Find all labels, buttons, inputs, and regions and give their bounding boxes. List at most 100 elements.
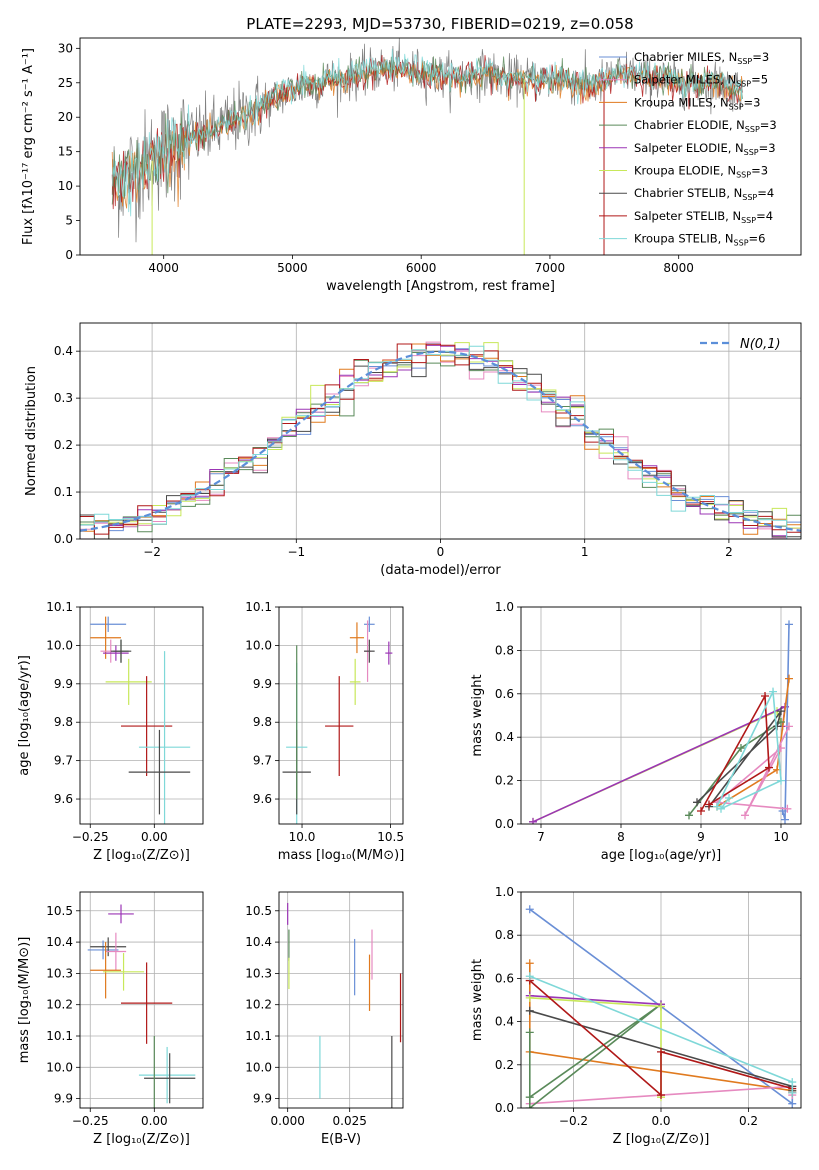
y-tick-label: 9.8	[54, 715, 73, 729]
errorbar-point-chabrier_stelib	[144, 1053, 196, 1104]
y-tick-label: 0.8	[495, 643, 514, 657]
spectrum-plot	[111, 38, 744, 255]
y-tick-label: 10.1	[46, 1029, 73, 1043]
x-axis-label: mass [log₁₀(M/M⊙)]	[278, 848, 405, 863]
y-tick-label: 1.0	[495, 600, 514, 614]
x-tick-label: 8	[617, 830, 625, 844]
age_vs_Z-frame	[79, 606, 204, 825]
weight-marker	[785, 674, 793, 683]
mass_vs_Z-axes: −0.25 0.00 9.9 10.0 10.1 10.2 10.3 10.4 10.5 Z [l…	[17, 892, 203, 1147]
y-tick-label: 10.1	[46, 600, 73, 614]
weight-marker	[525, 959, 534, 968]
weight-marker	[697, 806, 705, 815]
age_vs_Z-plot	[90, 616, 191, 824]
x-tick-label: 0.0	[651, 1114, 670, 1128]
weight-marker	[525, 1104, 534, 1108]
y-tick-label: 9.7	[253, 754, 272, 768]
y-tick-label: 1.0	[495, 885, 514, 899]
x-tick-label: −2	[143, 545, 161, 559]
y-tick-label: 20	[58, 110, 73, 124]
legend-label: Salpeter STELIB, NSSP=4	[634, 209, 773, 225]
y-axis-label: mass weight	[470, 674, 485, 756]
x-axis-label: Z [log₁₀(Z/Z⊙)]	[613, 1132, 710, 1147]
x-axis-label: wavelength [Angstrom, rest frame]	[326, 279, 555, 294]
weight-marker	[737, 744, 745, 753]
y-tick-label: 25	[58, 76, 73, 90]
y-tick-label: 0.3	[54, 391, 73, 405]
y-tick-label: 9.8	[253, 715, 272, 729]
weight-line-chabrier_elodie	[529, 1003, 662, 1108]
weight_vs_Z-frame	[520, 891, 802, 1109]
y-axis-label: Normed distribution	[24, 366, 39, 496]
mass_vs_ebv-plot	[287, 902, 402, 1108]
spectrum-axes: 4000 5000 6000 7000 8000 0 5 10 15 20 25 30 waveleng…	[21, 41, 694, 294]
y-tick-label: 10.2	[245, 998, 272, 1012]
y-tick-label: 10.1	[245, 1029, 272, 1043]
weight-marker	[525, 1006, 534, 1015]
legend-label: Chabrier MILES, NSSP=3	[634, 50, 769, 66]
errorbar-point-salpeter_elodie	[103, 645, 129, 661]
weight-marker	[765, 763, 773, 772]
weight-marker	[717, 804, 725, 813]
y-tick-label: 0.4	[495, 1015, 514, 1029]
errorbar-point-salpeter_stelib	[121, 962, 173, 1044]
mass_vs_Z-frame	[79, 891, 204, 1109]
errorbar-point-salpeter_stelib	[121, 676, 173, 776]
y-tick-label: 30	[58, 41, 73, 55]
x-tick-label: 0	[437, 545, 445, 559]
y-tick-label: 9.9	[54, 1092, 73, 1106]
y-tick-label: 10.0	[46, 1060, 73, 1074]
weight-marker	[788, 1099, 797, 1108]
x-tick-label: 6000	[406, 261, 437, 275]
spectrum-frame	[79, 37, 802, 256]
x-tick-label: 7000	[535, 261, 566, 275]
errorbar-point-chabrier_stelib	[128, 729, 191, 815]
y-tick-label: 0.4	[54, 344, 73, 358]
y-tick-label: 0.2	[54, 438, 73, 452]
weight-marker	[769, 687, 777, 696]
errorbar-point-chabrier_miles	[90, 616, 127, 632]
x-tick-label: 8000	[663, 261, 694, 275]
weight-marker	[529, 817, 537, 824]
legend-label: Kroupa STELIB, NSSP=6	[634, 232, 765, 248]
model-spectrum-kroupa_stelib	[111, 48, 743, 217]
age_vs_Z-axes: −0.25 0.00 9.6 9.7 9.8 9.9 10.0 10.1 Z [log₁₀(Z/…	[17, 600, 203, 863]
y-tick-label: 10.1	[245, 600, 272, 614]
x-axis-label: age [log₁₀(age/yr)]	[601, 848, 722, 863]
age_vs_mass-frame	[278, 606, 404, 825]
legend-label: Kroupa ELODIE, NSSP=3	[634, 164, 768, 180]
errorbar-point-kroupa_miles	[349, 622, 365, 654]
weight-marker	[788, 1078, 797, 1087]
y-axis-label: age [log₁₀(age/yr)]	[17, 655, 32, 776]
errorbar-point-chabrier_miles	[87, 940, 119, 960]
weight-marker	[525, 1028, 534, 1037]
weight-marker	[657, 1002, 665, 1011]
y-tick-label: 0.2	[495, 774, 514, 788]
errorbar-point-kroupa_elodie	[105, 658, 152, 705]
weight-marker	[777, 707, 785, 716]
x-tick-label: 4000	[148, 261, 179, 275]
age_vs_mass-plot	[282, 616, 393, 824]
errorbar-point-chabrier_stelib	[90, 937, 127, 957]
weight-marker	[785, 620, 793, 629]
y-tick-label: 10	[58, 179, 73, 193]
gaussian-curve	[80, 350, 801, 532]
x-axis-label: E(B-V)	[321, 1132, 361, 1147]
mass_vs_ebv-frame	[278, 891, 404, 1109]
weight-marker	[741, 811, 749, 820]
y-tick-label: 0.8	[495, 928, 514, 942]
y-tick-label: 0.6	[495, 687, 514, 701]
errorbar-point-kroupa_elodie	[103, 953, 145, 991]
errorbar-point-salpeter_miles	[105, 932, 127, 971]
x-tick-label: 5000	[277, 261, 308, 275]
errorbar-point-salpeter_elodie	[108, 904, 134, 924]
weight-line-salpeter_stelib	[700, 693, 770, 812]
weight-marker	[525, 905, 534, 914]
y-tick-label: 10.2	[46, 998, 73, 1012]
x-axis-label: Z [log₁₀(Z/Z⊙)]	[93, 848, 190, 863]
y-tick-label: 10.3	[46, 966, 73, 980]
x-tick-label: 0.2	[739, 1114, 758, 1128]
x-tick-label: 9	[697, 830, 705, 844]
errorbar-point-kroupa_miles	[90, 616, 121, 659]
